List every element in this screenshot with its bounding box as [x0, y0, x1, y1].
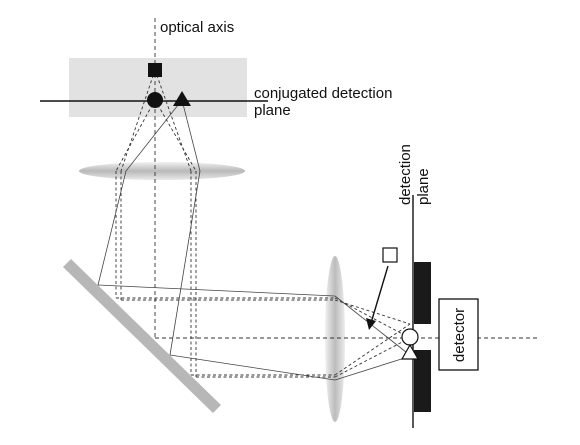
detector-label: detector — [451, 308, 468, 362]
circle-marker-conjugate — [147, 92, 163, 108]
triangle-marker-detection — [400, 343, 420, 360]
optical-axis-label: optical axis — [160, 19, 234, 36]
rays-horizontal — [97, 284, 336, 381]
rays-focus — [334, 295, 412, 381]
rays-down — [97, 170, 201, 377]
upper-lens — [79, 162, 245, 180]
arrow-head — [366, 318, 376, 330]
triangle-marker-conjugate — [173, 91, 191, 106]
pinhole-block-lower — [414, 350, 431, 412]
detector-box — [438, 298, 479, 371]
square-marker-conjugate — [148, 63, 162, 77]
detection-plane-label-line2: plane — [415, 168, 432, 205]
right-lens — [325, 256, 345, 422]
square-marker-detection — [382, 247, 398, 263]
circle-marker-detection — [401, 328, 419, 346]
rays-upper — [115, 69, 201, 172]
detection-plane-label-line1: detection — [397, 144, 414, 205]
conjugated-plane-label-line1: conjugated detection — [254, 85, 392, 102]
mirror — [63, 259, 221, 413]
pinhole-block-upper — [414, 262, 431, 324]
conjugated-plane-label-line2: plane — [254, 102, 291, 119]
arrow-shaft — [370, 265, 389, 324]
